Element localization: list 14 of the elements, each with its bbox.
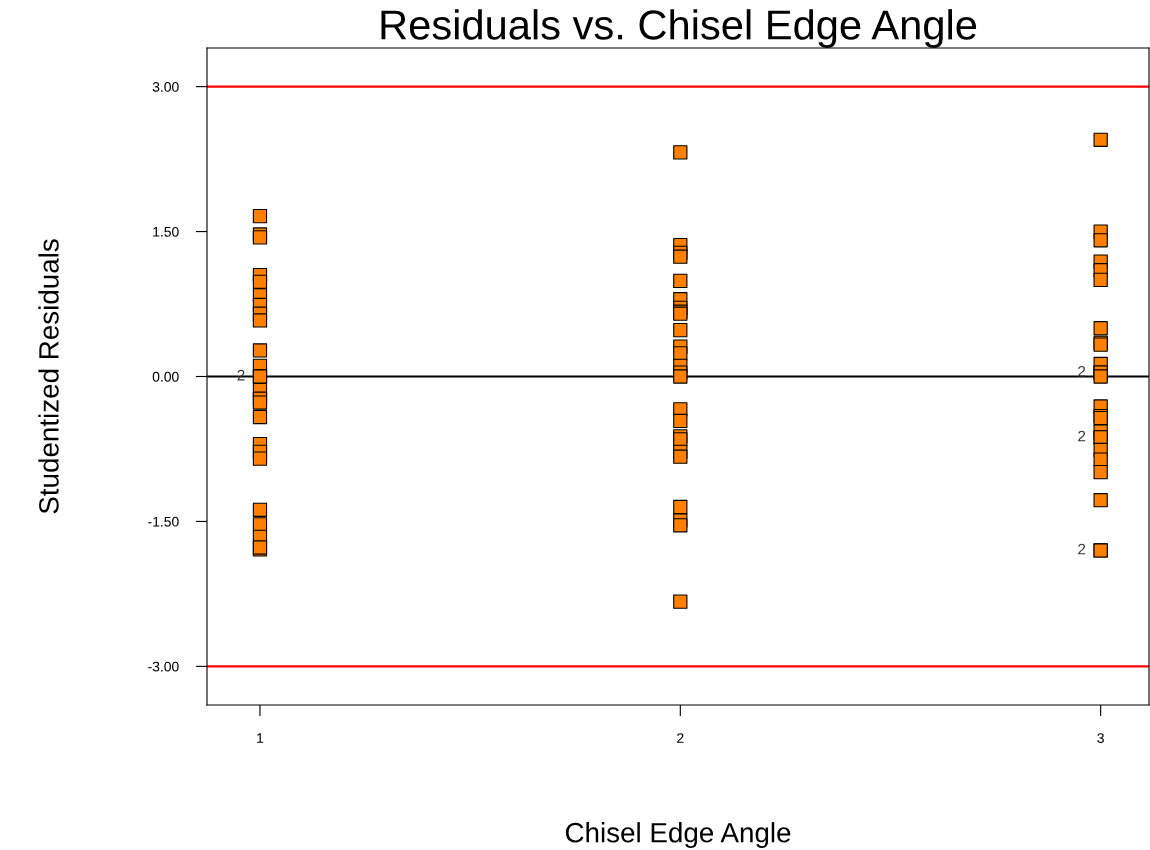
y-axis-title: Studentized Residuals — [38, 239, 59, 514]
x-axis-title: Chisel Edge Angle — [565, 822, 791, 849]
annotation: 2 — [1078, 365, 1086, 377]
y-tick-label: 3.00 — [152, 81, 179, 92]
chart-title: Residuals vs. Chisel Edge Angle — [381, 9, 977, 48]
y-tick-label: 1.50 — [153, 226, 179, 237]
annotation: 2 — [1078, 430, 1086, 442]
x-tick-label: 1 — [257, 733, 264, 743]
x-tick-label: 2 — [677, 733, 684, 743]
y-tick-label: -3.00 — [148, 661, 179, 672]
y-tick-label: 0.00 — [152, 371, 179, 382]
x-tick-label: 3 — [1097, 733, 1104, 743]
y-tick-label: -1.50 — [148, 516, 179, 527]
annotation: 2 — [1078, 543, 1086, 555]
